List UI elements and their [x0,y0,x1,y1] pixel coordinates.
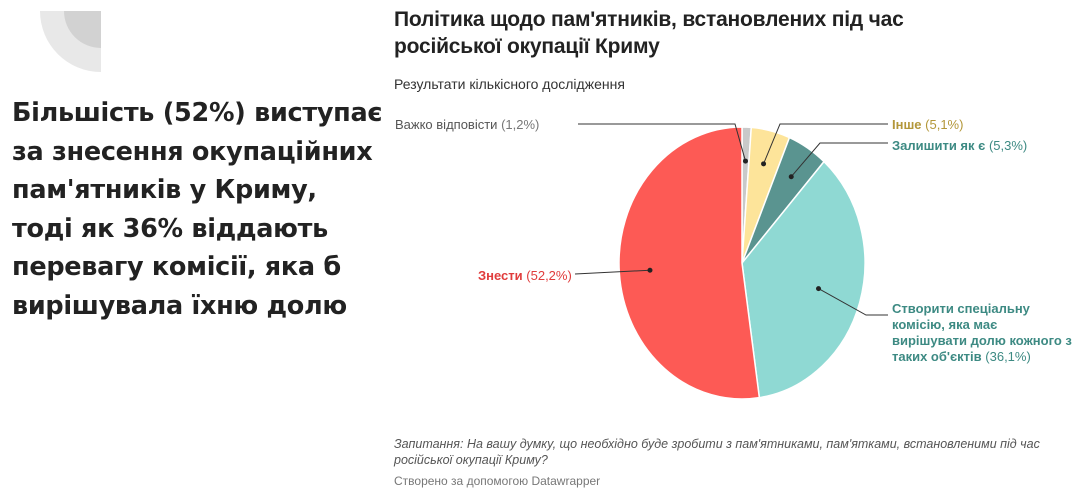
label-hard-to-say: Важко відповісти (1,2%) [395,117,540,132]
chart-note: Запитання: На вашу думку, що необхідно б… [394,437,1040,467]
leader-line [790,142,888,178]
label-commission: Створити спеціальну комісію, яка має вир… [892,301,1072,364]
leader-line [763,123,888,165]
leader-line [574,269,651,275]
leader-dot [816,286,822,292]
leader-dot [788,174,794,180]
label-other: Інше (5,1%) [892,117,964,132]
leader-line [818,288,888,316]
chart-credit: Створено за допомогою Datawrapper [394,474,601,488]
lead-line: тоді як 36% віддають [12,213,328,244]
pie-slice [618,126,761,400]
lead-line: за знесення окупаційних [12,136,373,167]
leader-dot [647,267,653,273]
label-keep: Залишити як є (5,3%) [892,138,1028,153]
decorative-quarter-circle-icon [40,11,101,72]
label-demolish: Знести (52,2%) [478,268,572,283]
leader-line [578,123,746,162]
lead-line: вирішувала їхню долю [12,290,347,321]
leader-dot [761,161,767,167]
leader-dot [742,158,748,164]
chart-title: Політика щодо пам'ятників, встановлених … [394,8,904,58]
chart-subtitle: Результати кількісного дослідження [394,76,625,92]
pie-slice [741,160,866,399]
lead-text: Більшість (52%) виступає за знесення оку… [12,94,387,325]
lead-line: перевагу комісії, яка б [12,252,341,282]
lead-line: Більшість (52%) виступає [12,98,383,128]
lead-line: пам'ятників у Криму, [12,175,317,205]
